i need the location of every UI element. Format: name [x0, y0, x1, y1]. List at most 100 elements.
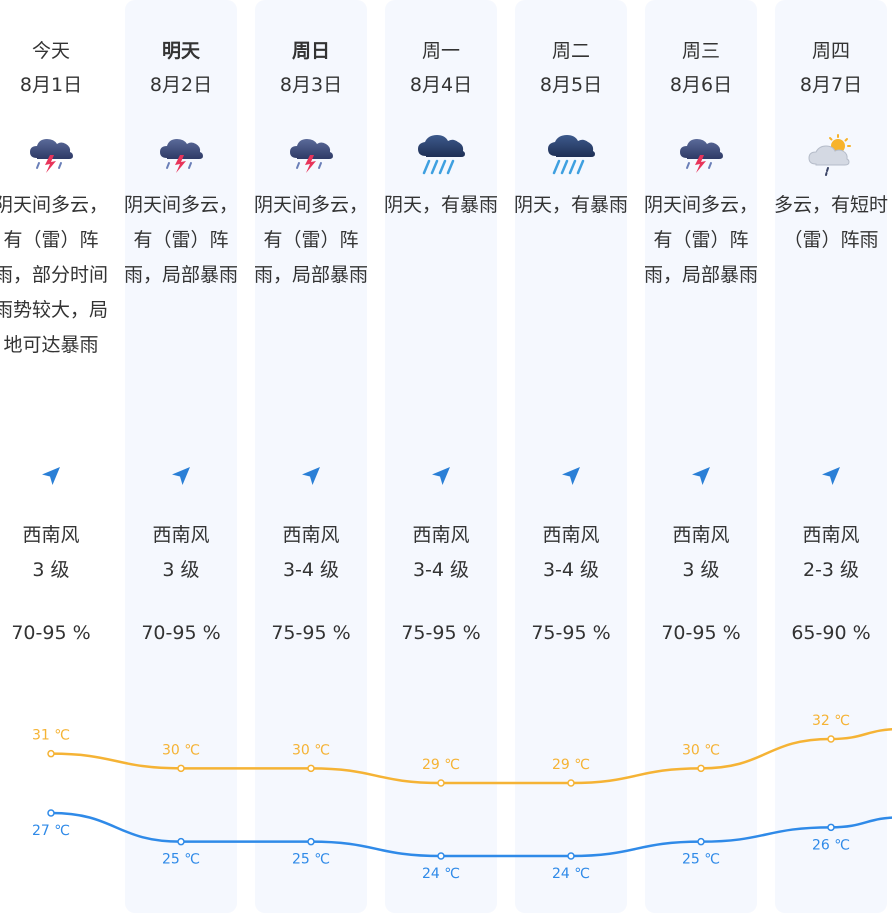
forecast-day: 周二 8月5日 阴天，有暴雨 西南风 3-4 级 75-95 % [514, 0, 628, 913]
wind-level: 3 级 [32, 559, 70, 581]
weather-description: 阴天间多云，有（雷）阵雨，部分时间雨势较大，局地可达暴雨 [0, 194, 108, 356]
wind-info: 西南风 3 级 [0, 518, 107, 588]
partly-cloudy-shower-icon [805, 132, 857, 176]
wind-direction: 西南风 [22, 524, 80, 546]
high-temp-point [177, 764, 185, 773]
low-temp-point [177, 837, 185, 846]
day-of-week: 周三 [681, 40, 720, 62]
heavy-rain-icon [415, 132, 467, 176]
humidity: 70-95 % [11, 622, 91, 644]
wind-info: 西南风 2-3 级 [775, 518, 887, 588]
high-temp-label: 32 ℃ [812, 713, 850, 729]
low-temp-label: 26 ℃ [812, 837, 850, 853]
high-temp-line [50, 728, 892, 785]
day-date: 8月7日 [799, 74, 863, 96]
day-date: 8月2日 [149, 74, 213, 96]
high-temp-point [47, 749, 55, 758]
wind-direction-arrow-icon [169, 464, 193, 488]
low-temp-label: 24 ℃ [552, 866, 590, 882]
forecast-day: 周日 8月3日 阴天间多云，有（雷）阵雨，局部暴雨 西南风 3-4 级 75-9… [254, 0, 368, 913]
wind-direction-arrow-icon [39, 464, 63, 488]
wind-direction: 西南风 [152, 524, 210, 546]
wind-direction-arrow-icon [299, 464, 323, 488]
day-of-week: 周一 [421, 40, 460, 62]
low-temp-point [567, 852, 575, 860]
day-date: 8月6日 [669, 74, 733, 96]
high-temp-point [567, 779, 575, 787]
weather-description: 阴天间多云，有（雷）阵雨，局部暴雨 [643, 194, 758, 286]
wind-direction-arrow-icon [819, 464, 843, 488]
high-temp-point [697, 764, 705, 773]
wind-info: 西南风 3-4 级 [385, 518, 497, 588]
humidity: 75-95 % [531, 622, 611, 644]
wind-level: 3-4 级 [412, 559, 470, 581]
wind-direction: 西南风 [282, 524, 340, 546]
forecast-day: 周一 8月4日 阴天，有暴雨 西南风 3-4 级 75-95 % [384, 0, 498, 913]
weather-description: 阴天，有暴雨 [513, 194, 628, 216]
high-temp-label: 30 ℃ [682, 742, 720, 758]
wind-level: 3-4 级 [542, 559, 600, 581]
low-temp-label: 25 ℃ [682, 852, 720, 868]
forecast-day: 周三 8月6日 阴天间多云，有（雷）阵雨，局部暴雨 西南风 3 级 70-95 … [644, 0, 758, 913]
low-temp-point [307, 837, 315, 846]
wind-level: 3 级 [682, 559, 720, 581]
temperature-chart: 31 ℃ 30 ℃ 30 ℃ 29 ℃ 29 ℃ 30 ℃ 32 ℃ 27 ℃ 25 ℃ 25 ℃… [32, 713, 892, 882]
humidity: 75-95 % [401, 622, 481, 644]
day-date: 8月3日 [279, 74, 343, 96]
wind-info: 西南风 3-4 级 [515, 518, 627, 588]
high-temp-label: 31 ℃ [32, 728, 70, 744]
wind-level: 3-4 级 [282, 559, 340, 581]
low-temp-point [827, 823, 835, 832]
humidity: 70-95 % [661, 622, 741, 644]
high-temp-point [307, 764, 315, 773]
humidity: 75-95 % [271, 622, 351, 644]
forecast-day: 明天 8月2日 阴天间多云，有（雷）阵雨，局部暴雨 西南风 3 级 70-95 … [124, 0, 238, 913]
low-temp-point [437, 852, 445, 860]
wind-info: 西南风 3 级 [125, 518, 237, 588]
wind-direction-arrow-icon [429, 464, 453, 488]
day-of-week: 周四 [811, 40, 850, 62]
high-temp-point [437, 779, 445, 787]
high-temp-label: 29 ℃ [552, 757, 590, 773]
low-temp-label: 25 ℃ [162, 852, 200, 868]
wind-level: 2-3 级 [802, 559, 860, 581]
heavy-rain-icon [545, 132, 597, 176]
wind-info: 西南风 3-4 级 [255, 518, 367, 588]
weather-description: 阴天间多云，有（雷）阵雨，局部暴雨 [123, 194, 238, 286]
humidity: 70-95 % [141, 622, 221, 644]
weather-description: 多云，有短时（雷）阵雨 [773, 194, 888, 251]
high-temp-point [827, 735, 835, 743]
high-temp-label: 29 ℃ [422, 757, 460, 773]
wind-direction-arrow-icon [689, 464, 713, 488]
wind-direction-arrow-icon [559, 464, 583, 488]
wind-direction: 西南风 [412, 524, 470, 546]
high-temp-label: 30 ℃ [292, 742, 330, 758]
thunderstorm-icon [285, 132, 337, 176]
thunderstorm-icon [25, 132, 77, 176]
day-of-week: 周二 [551, 40, 590, 62]
day-date: 8月1日 [19, 74, 83, 96]
thunderstorm-icon [675, 132, 727, 176]
low-temp-label: 27 ℃ [32, 823, 70, 839]
day-of-week: 明天 [161, 40, 200, 62]
wind-direction: 西南风 [542, 524, 600, 546]
weather-description: 阴天，有暴雨 [383, 194, 498, 216]
high-temp-label: 30 ℃ [162, 742, 200, 758]
wind-direction: 西南风 [802, 524, 860, 546]
low-temp-point [47, 809, 55, 817]
day-of-week: 周日 [291, 40, 330, 62]
day-of-week: 今天 [31, 40, 70, 62]
low-temp-point [697, 837, 705, 846]
forecast-day: 周四 8月7日 多云，有短时（雷）阵雨 西南风 2-3 级 65-90 % [774, 0, 888, 913]
wind-level: 3 级 [162, 559, 200, 581]
wind-info: 西南风 3 级 [645, 518, 757, 588]
low-temp-line [50, 811, 892, 858]
thunderstorm-icon [155, 132, 207, 176]
low-temp-label: 25 ℃ [292, 852, 330, 868]
day-date: 8月4日 [409, 74, 473, 96]
humidity: 65-90 % [791, 622, 871, 644]
day-date: 8月5日 [539, 74, 603, 96]
forecast-day: 今天 8月1日 阴天间多云，有（雷）阵雨，部分时间雨势较大，局地可达暴雨 西南风… [0, 0, 108, 913]
low-temp-label: 24 ℃ [422, 866, 460, 882]
weather-description: 阴天间多云，有（雷）阵雨，局部暴雨 [253, 194, 368, 286]
